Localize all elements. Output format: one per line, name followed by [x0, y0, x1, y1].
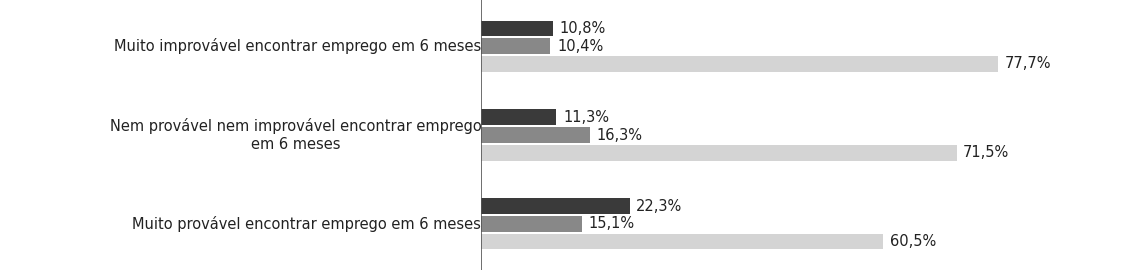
- Bar: [481, 38, 550, 54]
- Text: 60,5%: 60,5%: [890, 234, 936, 249]
- Bar: [481, 127, 590, 143]
- Bar: [481, 56, 998, 72]
- Text: Muito provável encontrar emprego em 6 meses: Muito provável encontrar emprego em 6 me…: [133, 216, 481, 232]
- Bar: [481, 216, 582, 232]
- Text: 11,3%: 11,3%: [563, 110, 609, 125]
- Text: 77,7%: 77,7%: [1004, 56, 1051, 72]
- Text: 15,1%: 15,1%: [588, 216, 635, 231]
- Bar: [481, 234, 884, 249]
- Bar: [481, 21, 554, 36]
- Text: 10,4%: 10,4%: [557, 39, 603, 54]
- Text: 16,3%: 16,3%: [596, 127, 642, 143]
- Bar: [481, 109, 557, 125]
- Text: Muito improvável encontrar emprego em 6 meses: Muito improvável encontrar emprego em 6 …: [115, 38, 481, 54]
- Bar: [481, 198, 629, 214]
- Bar: [481, 145, 957, 161]
- Text: 22,3%: 22,3%: [636, 198, 682, 214]
- Text: 71,5%: 71,5%: [963, 145, 1010, 160]
- Text: Nem provável nem improvável encontrar emprego
em 6 meses: Nem provável nem improvável encontrar em…: [110, 118, 481, 152]
- Text: 10,8%: 10,8%: [559, 21, 606, 36]
